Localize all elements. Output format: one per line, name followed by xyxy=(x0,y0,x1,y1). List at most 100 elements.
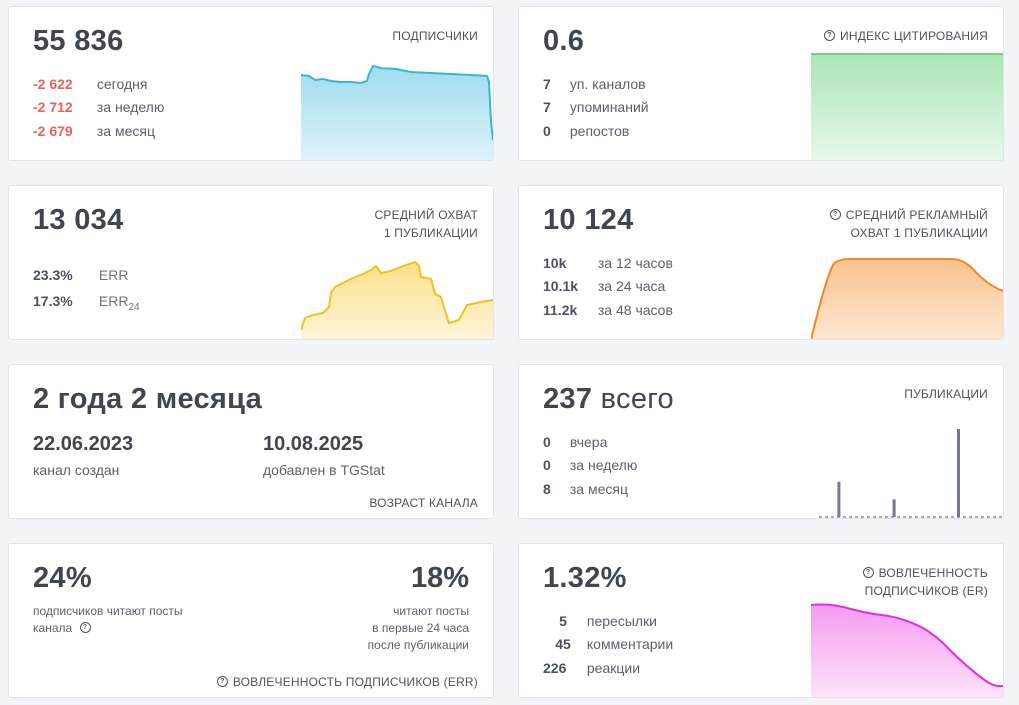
citation-reposts-value: 0 xyxy=(543,123,551,139)
channel-age-value: 2 года 2 месяца xyxy=(33,383,263,415)
subscribers-week-label: за неделю xyxy=(96,99,165,115)
ad-reach-label-line1: СРЕДНИЙ РЕКЛАМНЫЙ xyxy=(845,208,988,222)
ad-reach-12h-row: 10k за 12 часов xyxy=(543,255,673,271)
citation-mentions-value: 7 xyxy=(543,99,551,115)
channel-age-label: ВОЗРАСТ КАНАЛА xyxy=(369,496,478,510)
info-icon[interactable]: ? xyxy=(829,209,841,221)
err-label: ERR xyxy=(98,267,129,283)
reach-label-line1: СРЕДНИЙ ОХВАТ xyxy=(374,208,478,222)
posts-bar-chart[interactable] xyxy=(819,425,1003,519)
readers-percent: 24% xyxy=(33,562,92,594)
err24-row: 17.3% ERR24 xyxy=(33,293,140,313)
subscribers-week-value: -2 712 xyxy=(33,99,73,115)
err-engagement-label: ? ВОВЛЕЧЕННОСТЬ ПОДПИСЧИКОВ (ERR) xyxy=(216,675,478,689)
ad-reach-card[interactable]: 10 124 ? СРЕДНИЙ РЕКЛАМНЫЙ ОХВАТ 1 ПУБЛИК… xyxy=(518,185,1004,340)
er-engagement-card[interactable]: 1.32% ? ВОВЛЕЧЕННОСТЬ ПОДПИСЧИКОВ (ER) 5 … xyxy=(518,543,1004,698)
citation-channels-row: 7 уп. каналов xyxy=(543,76,646,92)
err-value: 23.3% xyxy=(33,267,73,283)
ad-reach-value: 10 124 xyxy=(543,204,634,236)
ad-reach-chart[interactable] xyxy=(811,241,1004,340)
subscribers-month-row: -2 679 за месяц xyxy=(33,123,155,139)
ad-reach-12h-label: за 12 часов xyxy=(597,255,673,271)
posts-month-row: 8 за месяц xyxy=(543,481,628,497)
subscribers-today-label: сегодня xyxy=(96,76,148,92)
posts-week-value: 0 xyxy=(543,457,551,473)
posts-month-label: за месяц xyxy=(569,481,628,497)
ad-reach-label-line2: ОХВАТ 1 ПУБЛИКАЦИИ xyxy=(850,226,988,240)
info-icon[interactable]: ? xyxy=(216,676,228,688)
citation-label-text: ИНДЕКС ЦИТИРОВАНИЯ xyxy=(840,29,988,43)
readers-description-line2: канала xyxy=(33,621,73,635)
citation-reposts-row: 0 репостов xyxy=(543,123,629,139)
reach-sparkline[interactable] xyxy=(301,241,494,340)
citation-mentions-row: 7 упоминаний xyxy=(543,99,649,115)
posts-card[interactable]: 237 всего ПУБЛИКАЦИИ 0 вчера 0 за неделю… xyxy=(518,364,1004,519)
average-reach-value: 13 034 xyxy=(33,204,124,236)
ad-reach-48h-label: за 48 часов xyxy=(597,302,673,318)
err-row: 23.3% ERR xyxy=(33,267,128,283)
ad-reach-24h-value: 10.1k xyxy=(543,278,579,294)
er-chart[interactable] xyxy=(811,599,1004,698)
posts-yesterday-label: вчера xyxy=(569,434,608,450)
posts-bar xyxy=(837,481,841,517)
channel-created-date: 22.06.2023 xyxy=(33,433,134,455)
citation-label: ? ИНДЕКС ЦИТИРОВАНИЯ xyxy=(824,27,988,45)
ad-reach-48h-row: 11.2k за 48 часов xyxy=(543,302,673,318)
err24-value: 17.3% xyxy=(33,293,73,309)
er-comments-value: 45 xyxy=(555,636,571,652)
er-comments-label: комментарии xyxy=(586,636,674,652)
posts-bar xyxy=(892,499,896,517)
citation-channels-label: уп. каналов xyxy=(569,76,646,92)
info-icon[interactable]: ? xyxy=(824,30,836,42)
subscribers-today-value: -2 622 xyxy=(33,76,73,92)
er-reactions-row: 226 реакции xyxy=(543,660,640,676)
posts-total: 237 всего xyxy=(543,383,674,416)
channel-created-label: канал создан xyxy=(33,462,120,478)
subscribers-month-label: за месяц xyxy=(96,123,155,139)
first-day-readers-description: читают посты в первые 24 часа после публ… xyxy=(368,603,469,654)
info-icon[interactable]: ? xyxy=(79,622,91,634)
er-label-line2: ПОДПИСЧИКОВ (ER) xyxy=(864,584,988,598)
ad-reach-24h-row: 10.1k за 24 часа xyxy=(543,278,665,294)
tgstat-added-label: добавлен в TGStat xyxy=(263,462,385,478)
citation-card[interactable]: 0.6 ? ИНДЕКС ЦИТИРОВАНИЯ 7 уп. каналов 7 … xyxy=(518,6,1004,161)
citation-chart[interactable] xyxy=(811,53,1004,161)
er-forwards-label: пересылки xyxy=(586,613,658,629)
reach-card[interactable]: 13 034 СРЕДНИЙ ОХВАТ 1 ПУБЛИКАЦИИ 23.3% … xyxy=(8,185,494,340)
posts-total-value: 237 xyxy=(543,383,593,415)
er-reactions-value: 226 xyxy=(543,660,567,676)
er-value: 1.32% xyxy=(543,562,627,594)
posts-bar xyxy=(957,429,960,517)
tgstat-added-date: 10.08.2025 xyxy=(263,433,364,455)
readers-description-line1: подписчиков читают посты xyxy=(33,604,183,618)
first-day-description-line3: после публикации xyxy=(367,638,469,652)
info-icon[interactable]: ? xyxy=(862,567,874,579)
subscribers-week-row: -2 712 за неделю xyxy=(33,99,164,115)
err-engagement-card[interactable]: 24% подписчиков читают посты канала ? 18… xyxy=(8,543,494,698)
readers-description: подписчиков читают посты канала ? xyxy=(33,603,183,637)
er-reactions-label: реакции xyxy=(586,660,641,676)
ad-reach-24h-label: за 24 часа xyxy=(597,278,666,294)
citation-reposts-label: репостов xyxy=(569,123,630,139)
ad-reach-label: ? СРЕДНИЙ РЕКЛАМНЫЙ ОХВАТ 1 ПУБЛИКАЦИИ xyxy=(829,206,988,242)
subscribers-sparkline[interactable] xyxy=(301,62,494,161)
subscribers-today-row: -2 622 сегодня xyxy=(33,76,147,92)
ad-reach-12h-value: 10k xyxy=(543,255,567,271)
posts-yesterday-row: 0 вчера xyxy=(543,434,607,450)
err24-label: ERR xyxy=(98,293,129,309)
reach-label-line2: 1 ПУБЛИКАЦИИ xyxy=(383,226,478,240)
er-comments-row: 45 комментарии xyxy=(543,636,673,652)
subscribers-card[interactable]: 55 836 ПОДПИСЧИКИ -2 622 сегодня -2 712 … xyxy=(8,6,494,161)
er-forwards-value: 5 xyxy=(559,613,567,629)
ad-reach-48h-value: 11.2k xyxy=(543,302,578,318)
subscribers-label: ПОДПИСЧИКИ xyxy=(392,29,478,43)
first-day-description-line2: в первые 24 часа xyxy=(372,621,469,635)
first-day-description-line1: читают посты xyxy=(393,604,469,618)
citation-channels-value: 7 xyxy=(543,76,551,92)
first-day-readers-percent: 18% xyxy=(410,562,469,594)
channel-age-card[interactable]: 2 года 2 месяца 22.06.2023 канал создан … xyxy=(8,364,494,519)
posts-label: ПУБЛИКАЦИИ xyxy=(904,387,988,401)
subscribers-count: 55 836 xyxy=(33,25,124,57)
posts-yesterday-value: 0 xyxy=(543,434,551,450)
er-label-line1: ВОВЛЕЧЕННОСТЬ xyxy=(878,566,988,580)
